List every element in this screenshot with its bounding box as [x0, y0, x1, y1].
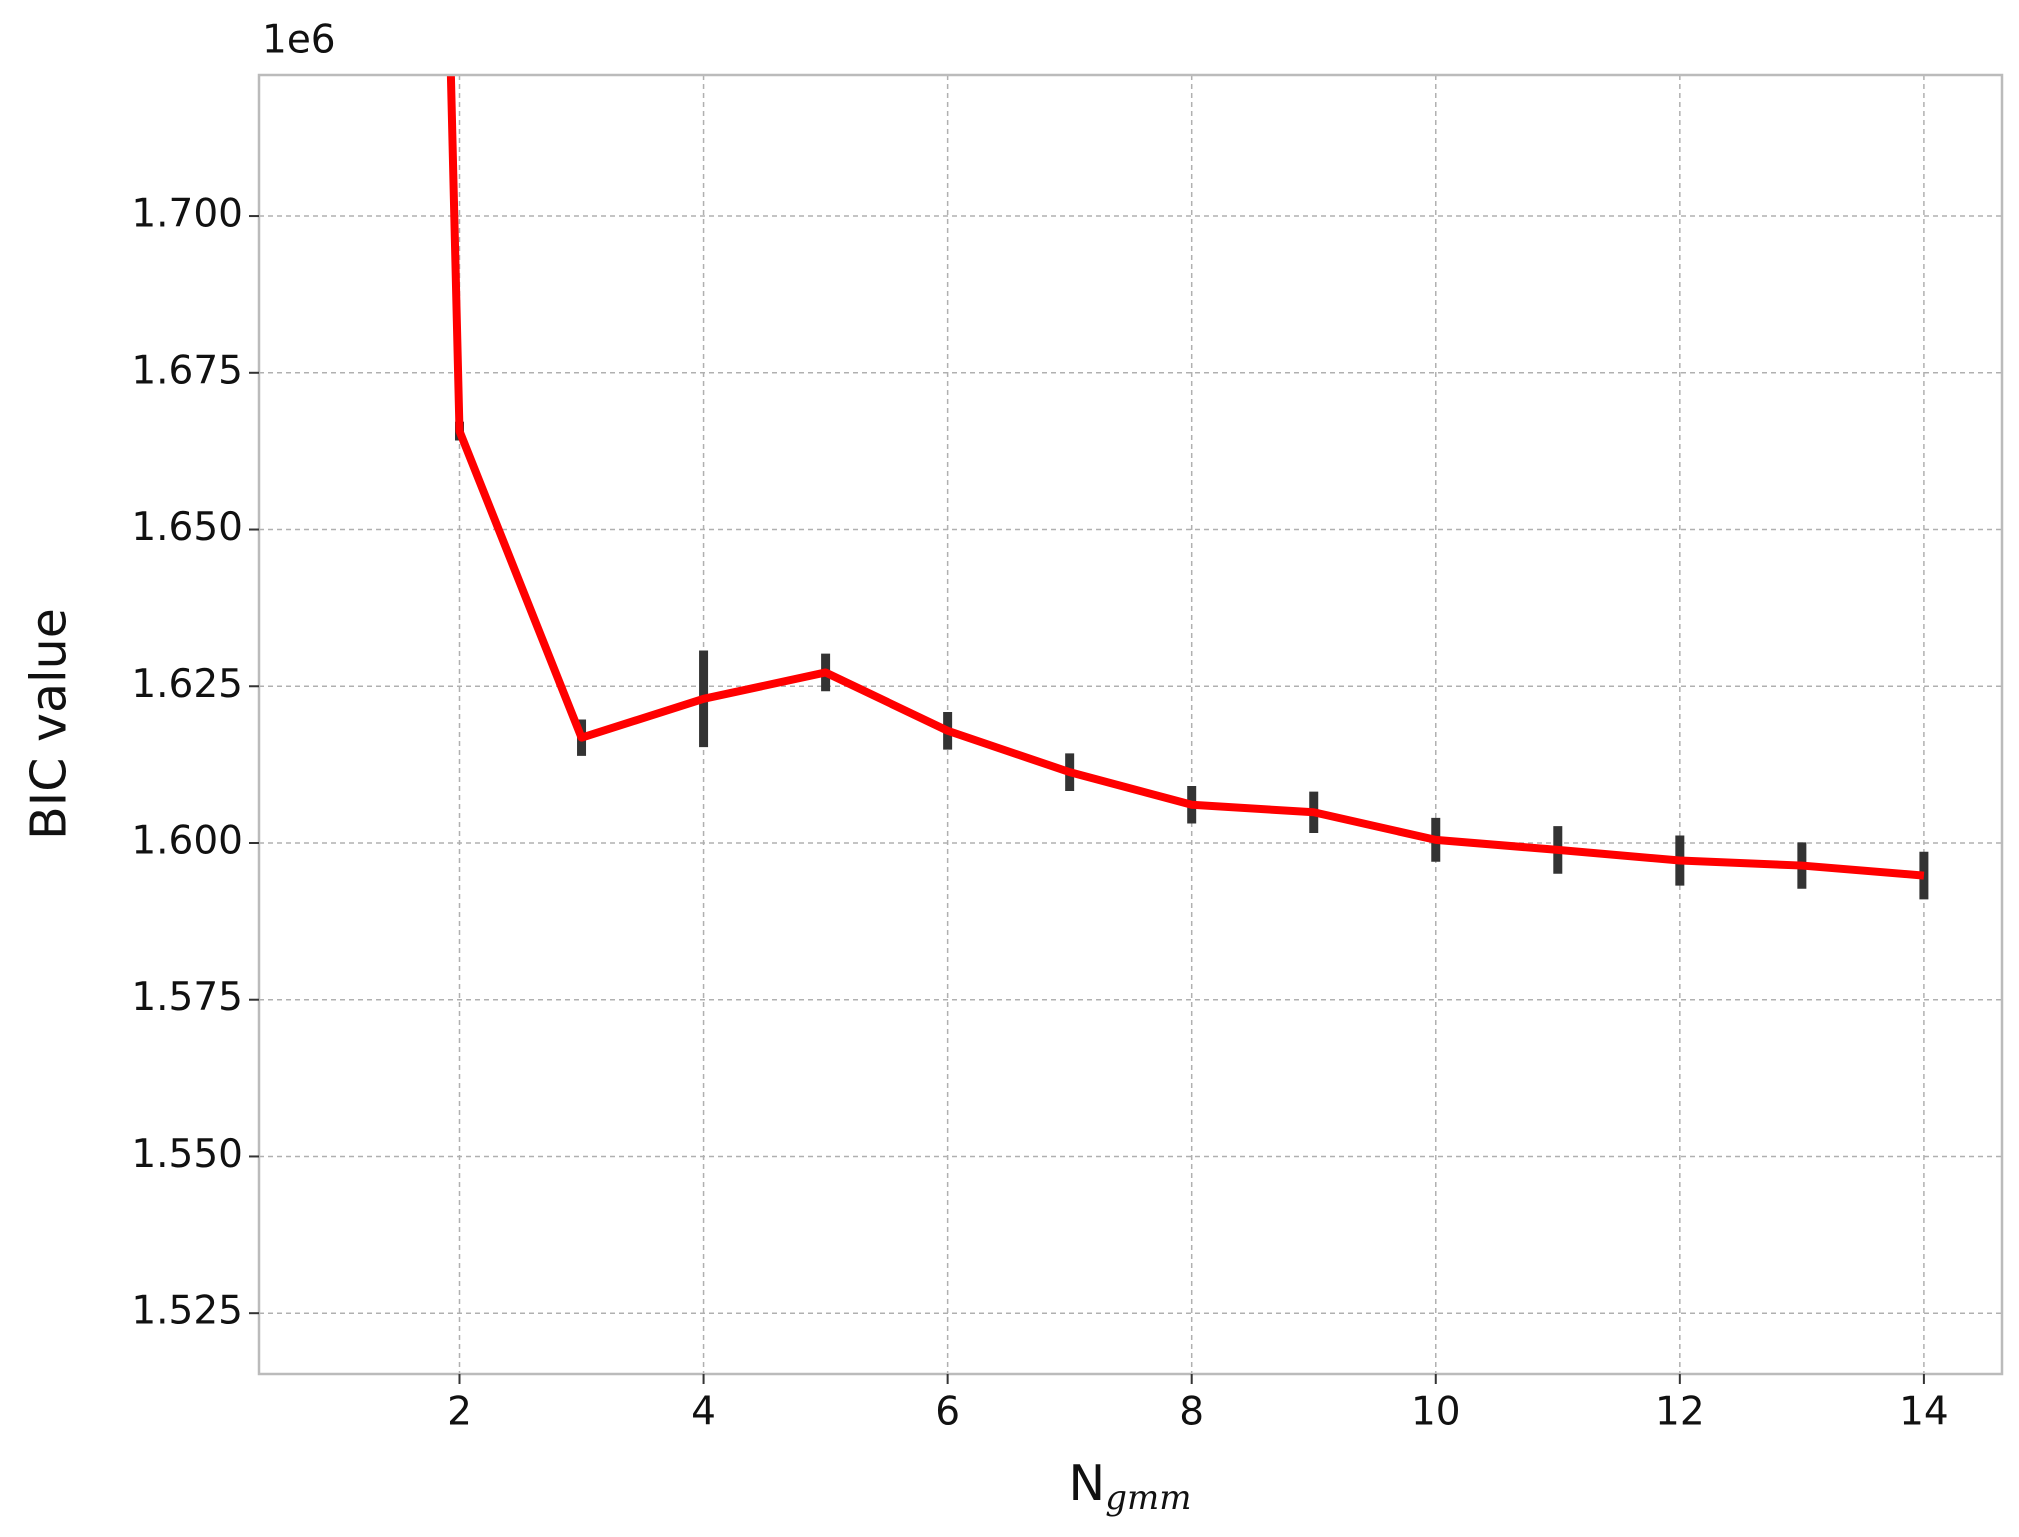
x-tick-label: 2 [447, 1390, 472, 1435]
y-tick-label: 1.675 [131, 348, 243, 393]
y-tick-label: 1.550 [131, 1132, 243, 1177]
y-tick-label: 1.625 [131, 662, 243, 707]
x-axis-label-main: N [1069, 1455, 1106, 1512]
x-tick-label: 4 [691, 1390, 716, 1435]
y-tick-label: 1.600 [131, 818, 243, 863]
y-tick-label: 1.575 [131, 975, 243, 1020]
offset-text: 1e6 [262, 18, 336, 63]
x-tick-label: 10 [1411, 1390, 1461, 1435]
y-tick-label: 1.700 [131, 192, 243, 237]
x-axis-label-subscript: gmm [1105, 1478, 1191, 1518]
x-tick-label: 12 [1655, 1390, 1705, 1435]
x-tick-label: 6 [935, 1390, 960, 1435]
x-tick-label: 8 [1179, 1390, 1204, 1435]
plot-area [446, 75, 1929, 900]
y-axis-label: BIC value [21, 608, 78, 840]
y-tick-label: 1.525 [131, 1289, 243, 1334]
y-tick-label: 1.650 [131, 505, 243, 550]
axes-frame [257, 73, 2004, 1376]
mean-line [446, 75, 1925, 880]
x-tick-label: 14 [1899, 1390, 1949, 1435]
x-axis-label: Ngmm [1069, 1455, 1192, 1519]
